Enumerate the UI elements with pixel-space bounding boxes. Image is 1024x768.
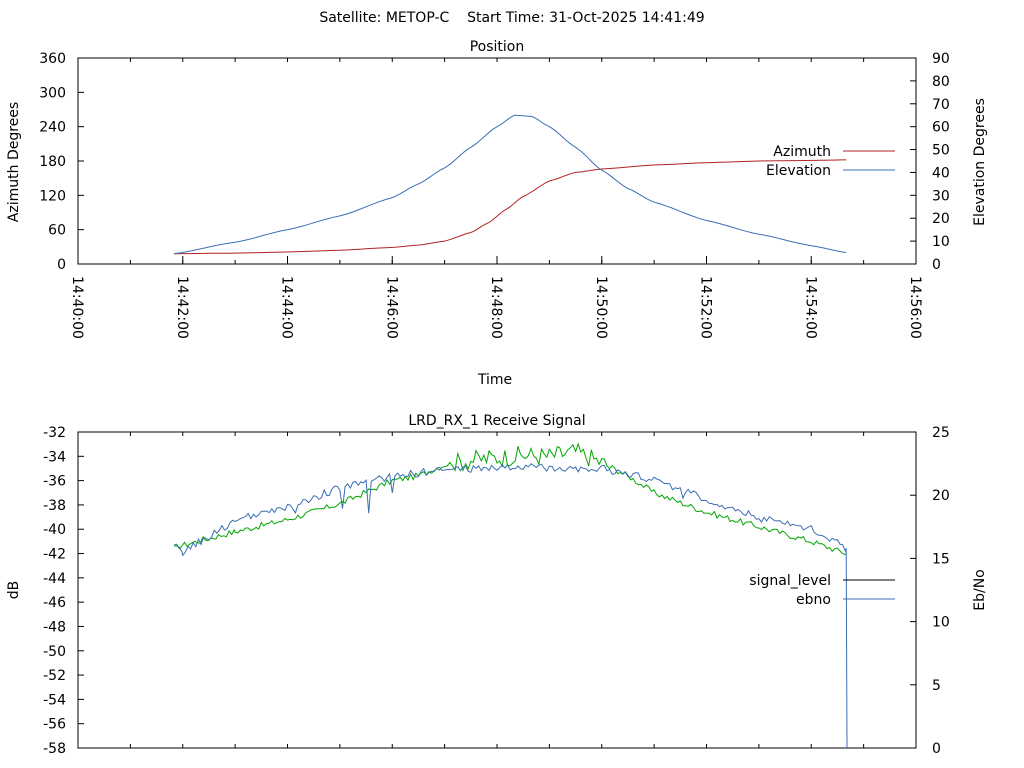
x-tick-label: 14:46:00	[383, 276, 399, 339]
signal-legend: signal_level ebno	[749, 573, 895, 608]
y-tick-label: -42	[43, 547, 66, 563]
y2-tick-label: 0	[932, 257, 941, 273]
chart-header-title: Satellite: METOP-C Start Time: 31-Oct-20…	[319, 10, 704, 26]
y2-tick-label: 0	[932, 741, 941, 757]
y-tick-label: 240	[39, 120, 66, 136]
series-line-signal-level	[173, 442, 847, 556]
y-tick-label: 360	[39, 51, 66, 67]
legend-label-signal-level: signal_level	[749, 573, 831, 589]
y-tick-label: -34	[43, 449, 66, 465]
series-line-ebno	[173, 463, 848, 749]
y-tick-label: -54	[43, 692, 66, 708]
y-tick-label: 0	[57, 257, 66, 273]
x-tick-label: 14:56:00	[907, 276, 923, 339]
y-tick-label: 120	[39, 188, 66, 204]
x-tick-label: 14:50:00	[593, 276, 609, 339]
y2-tick-label: 40	[932, 165, 950, 181]
y2-tick-label: 30	[932, 188, 950, 204]
y-tick-label: 300	[39, 85, 66, 101]
y-tick-label: 60	[48, 223, 66, 239]
series-line-elevation	[173, 114, 847, 255]
x-tick-label: 14:48:00	[488, 276, 504, 339]
position-chart: Position 14:40:00 14:42:00 14:44:00 14:46:0…	[6, 39, 988, 388]
signal-plot-frame	[77, 431, 917, 749]
series-line-azimuth	[173, 159, 847, 255]
y2-tick-label: 70	[932, 97, 950, 113]
position-title: Position	[470, 39, 525, 55]
x-tick-label: 14:52:00	[698, 276, 714, 339]
y-tick-label: -36	[43, 474, 66, 490]
x-tick-label: 14:40:00	[69, 276, 85, 339]
position-series	[173, 114, 847, 255]
y-tick-label: -56	[43, 717, 66, 733]
signal-y2label: Eb/No	[972, 569, 988, 611]
position-y2label: Elevation Degrees	[972, 98, 988, 226]
y-tick-label: -52	[43, 668, 66, 684]
y2-tick-label: 10	[932, 234, 950, 250]
y-tick-label: -46	[43, 595, 66, 611]
x-tick-label: 14:54:00	[802, 276, 818, 339]
y2-tick-label: 10	[932, 615, 950, 631]
y-tick-label: -48	[43, 619, 66, 635]
y2-tick-label: 90	[932, 51, 950, 67]
y-tick-label: -58	[43, 741, 66, 757]
y2-tick-label: 50	[932, 143, 950, 159]
signal-series	[173, 442, 848, 749]
y2-tick-label: 5	[932, 678, 941, 694]
y-tick-label: -50	[43, 644, 66, 660]
y-tick-label: 180	[39, 154, 66, 170]
y-tick-label: -44	[43, 571, 66, 587]
x-tick-label: 14:44:00	[279, 276, 295, 339]
y2-tick-label: 20	[932, 211, 950, 227]
signal-chart: LRD_RX_1 Receive Signal -32-34-36-38-40-…	[6, 413, 988, 757]
signal-ylabel: dB	[6, 581, 22, 600]
x-tick-label: 14:42:00	[174, 276, 190, 339]
position-xlabel: Time	[477, 372, 512, 388]
y-tick-label: -32	[43, 425, 66, 441]
position-ylabel: Azimuth Degrees	[6, 102, 22, 222]
position-axis-ticks: 14:40:00 14:42:00 14:44:00 14:46:00 14:48:00…	[39, 51, 950, 339]
y-tick-label: -38	[43, 498, 66, 514]
signal-title: LRD_RX_1 Receive Signal	[408, 413, 585, 429]
legend-label-ebno: ebno	[796, 592, 831, 608]
y2-tick-label: 25	[932, 425, 950, 441]
y2-tick-label: 15	[932, 551, 950, 567]
y2-tick-label: 80	[932, 74, 950, 90]
position-legend: Azimuth Elevation	[766, 144, 895, 179]
signal-axis-ticks: -32 -34 -36 -38 -40 -42 -44 -46 -48 -50 -52 -54 -56 -…	[43, 425, 950, 757]
y2-tick-label: 20	[932, 488, 950, 504]
legend-label-elevation: Elevation	[766, 163, 831, 179]
y-tick-label: -40	[43, 522, 66, 538]
y2-tick-label: 60	[932, 120, 950, 136]
legend-label-azimuth: Azimuth	[773, 144, 831, 160]
